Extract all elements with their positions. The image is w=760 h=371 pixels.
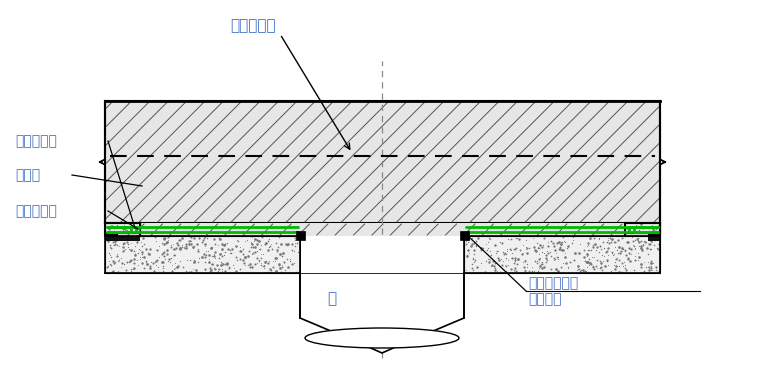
Bar xyxy=(296,231,305,240)
Bar xyxy=(460,231,469,240)
Bar xyxy=(625,223,648,236)
Bar xyxy=(105,236,140,241)
Bar xyxy=(648,236,660,241)
Bar xyxy=(140,223,625,236)
Text: 遇水膨胀胶条: 遇水膨胀胶条 xyxy=(528,276,578,290)
Bar xyxy=(464,236,660,273)
Bar xyxy=(117,223,140,236)
Text: 附加防水层: 附加防水层 xyxy=(15,204,57,218)
Ellipse shape xyxy=(305,328,459,348)
Bar xyxy=(105,223,117,236)
Text: 桩: 桩 xyxy=(327,292,336,306)
Bar xyxy=(648,223,660,236)
Text: 防水层: 防水层 xyxy=(15,168,40,182)
Bar xyxy=(625,223,660,233)
Bar xyxy=(105,223,140,233)
Bar xyxy=(301,236,463,273)
Text: 桩受力钢筋: 桩受力钢筋 xyxy=(230,19,276,33)
Polygon shape xyxy=(300,273,464,353)
Text: 绕桩一圈: 绕桩一圈 xyxy=(528,292,562,306)
Text: 附加防水层: 附加防水层 xyxy=(15,134,57,148)
Bar xyxy=(105,101,660,223)
Bar xyxy=(105,236,300,273)
